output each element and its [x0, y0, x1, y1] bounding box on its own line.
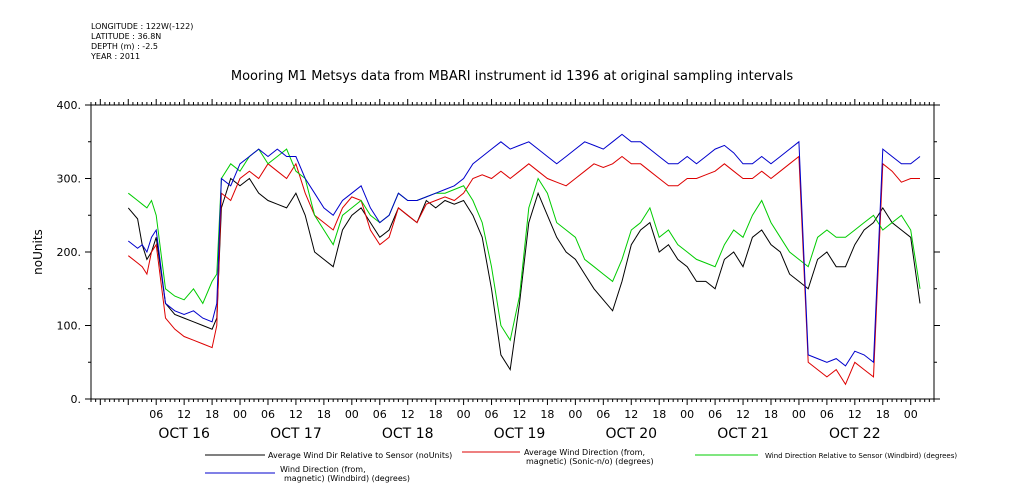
latitude-label: LATITUDE : 36.8N: [91, 32, 162, 41]
legend-entry-series-3: Wind Direction Relative to Sensor (Windb…: [695, 452, 957, 460]
legend-entry-series-4: Wind Direction (from, magnetic) (Windbir…: [205, 465, 410, 483]
x-tick-label: 00: [792, 408, 806, 421]
y-axis-label: noUnits: [31, 229, 45, 275]
svg-text:Average Wind Dir Relative to S: Average Wind Dir Relative to Sensor (noU…: [268, 451, 452, 460]
year-label: YEAR : 2011: [91, 52, 141, 61]
x-day-label: OCT 22: [829, 426, 881, 442]
series-line-4: [127, 133, 921, 367]
x-day-label: OCT 19: [494, 426, 546, 442]
series-lines: [127, 133, 921, 386]
x-tick-label: 00: [904, 408, 918, 421]
x-tick-label: 00: [345, 408, 359, 421]
legend-series-4-line2: magnetic) (Windbird) (degrees): [284, 474, 410, 483]
x-tick-label: 18: [540, 408, 554, 421]
x-tick-label: 06: [485, 408, 499, 421]
y-tick-label: 0.: [71, 393, 82, 406]
y-tick-label: 400.: [57, 99, 82, 112]
x-tick-label: 18: [764, 408, 778, 421]
x-tick-label: 18: [205, 408, 219, 421]
x-tick-label: 12: [289, 408, 303, 421]
x-axis-ticks: 06 12 18 00 06 12 18 00 06 12 18 00 06 12 18 00 06 12 18 00…: [90, 99, 935, 442]
legend-entry-series-1: Average Wind Dir Relative to Sensor (noU…: [205, 451, 452, 460]
x-tick-label: 12: [177, 408, 191, 421]
x-tick-label: 18: [317, 408, 331, 421]
x-tick-label: 06: [261, 408, 275, 421]
x-day-label: OCT 21: [717, 426, 769, 442]
y-axis-ticks: 0. 100. 200. 300. 400.: [57, 99, 940, 406]
x-tick-label: 06: [708, 408, 722, 421]
x-tick-label: 00: [233, 408, 247, 421]
x-day-label: OCT 18: [382, 426, 434, 442]
series-line-3: [127, 148, 921, 342]
x-tick-label: 06: [820, 408, 834, 421]
metadata-block: LONGITUDE : 122W(-122) LATITUDE : 36.8N …: [91, 22, 193, 62]
longitude-label: LONGITUDE : 122W(-122): [91, 22, 194, 31]
x-day-label: OCT 20: [605, 426, 657, 442]
x-day-label: OCT 16: [158, 426, 210, 442]
legend-series-4-line1: Wind Direction (from,: [280, 465, 366, 474]
x-tick-label: 12: [512, 408, 526, 421]
x-tick-label: 12: [736, 408, 750, 421]
x-tick-label: 00: [568, 408, 582, 421]
legend: Average Wind Dir Relative to Sensor (noU…: [205, 448, 957, 483]
depth-label: DEPTH (m) : -2.5: [91, 42, 158, 51]
series-line-2: [127, 155, 920, 386]
x-tick-label: 00: [457, 408, 471, 421]
y-tick-label: 200.: [57, 246, 82, 259]
x-tick-label: 06: [373, 408, 387, 421]
legend-entry-series-2: Average Wind Direction (from, magnetic) …: [462, 448, 654, 466]
x-tick-label: 12: [401, 408, 415, 421]
x-tick-label: 06: [149, 408, 163, 421]
x-tick-label: 18: [429, 408, 443, 421]
x-tick-label: 06: [596, 408, 610, 421]
svg-text:Wind Direction Relative to Sen: Wind Direction Relative to Sensor (Windb…: [765, 452, 957, 460]
y-tick-label: 100.: [57, 320, 82, 333]
chart-title: Mooring M1 Metsys data from MBARI instru…: [231, 69, 793, 84]
y-tick-label: 300.: [57, 173, 82, 186]
legend-series-2-line2: magnetic) (Sonic-n/o) (degrees): [526, 457, 654, 466]
x-tick-label: 18: [652, 408, 666, 421]
series-line-1: [127, 177, 921, 372]
x-tick-label: 12: [624, 408, 638, 421]
x-day-label: OCT 17: [270, 426, 322, 442]
x-tick-label: 00: [680, 408, 694, 421]
legend-series-2-line1: Average Wind Direction (from,: [524, 448, 645, 457]
x-tick-label: 12: [848, 408, 862, 421]
x-tick-label: 18: [876, 408, 890, 421]
